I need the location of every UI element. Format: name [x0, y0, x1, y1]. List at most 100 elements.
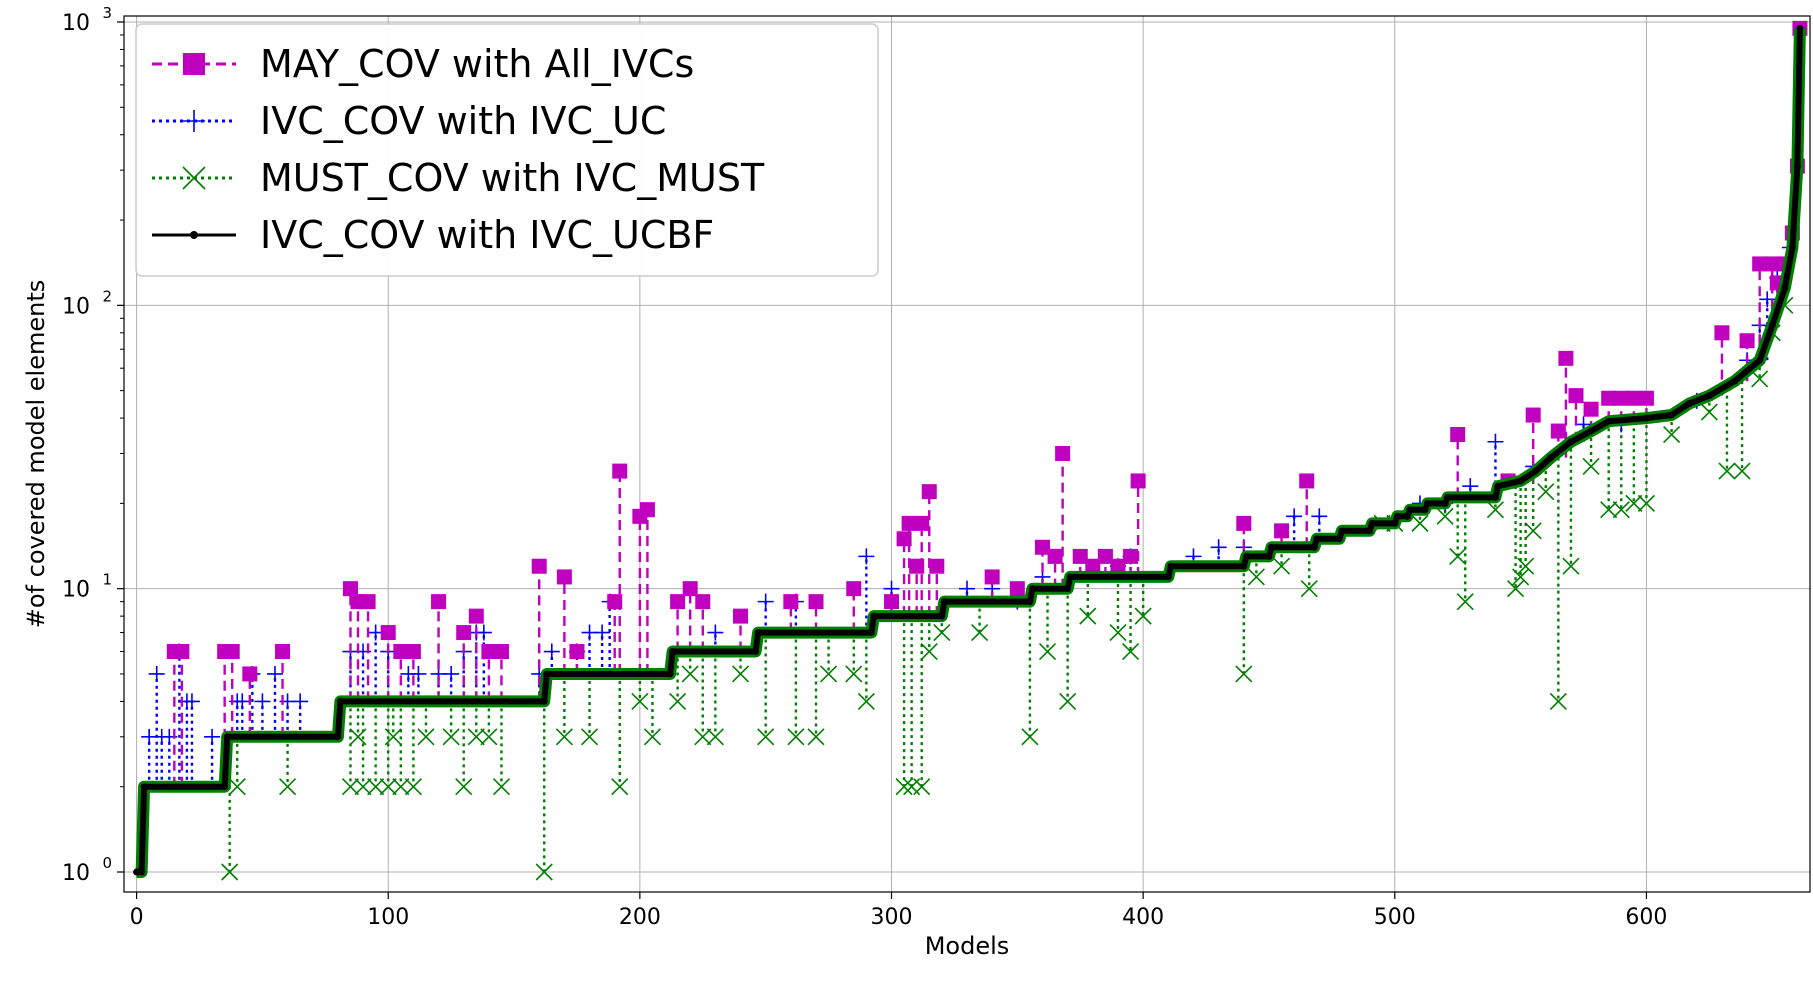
series-marker-square: [1047, 548, 1063, 564]
series-marker-x: [384, 728, 402, 746]
series-marker-x: [228, 778, 246, 796]
series-marker-square: [984, 569, 1000, 585]
series-marker-square: [607, 594, 623, 610]
series-marker-x: [467, 728, 485, 746]
series-marker-x: [1537, 483, 1555, 501]
series-marker-x: [643, 728, 662, 746]
legend-entry: MAY_COV with All_IVCs: [152, 42, 694, 86]
series-marker-dot: [752, 648, 760, 656]
series-marker-dot: [1026, 598, 1034, 606]
series-marker-square: [1601, 390, 1617, 406]
series-marker-dot: [1517, 477, 1525, 485]
series-marker-plus: [1210, 539, 1227, 556]
series-marker-dot: [1240, 562, 1248, 570]
series-marker-dot: [1391, 519, 1399, 527]
series-marker-dot: [1406, 506, 1414, 514]
series-marker-dot: [1781, 284, 1789, 292]
series-marker-dot: [540, 697, 548, 705]
series-marker-square: [1613, 390, 1629, 406]
series-marker-square: [1085, 558, 1101, 574]
series-marker-x: [1718, 462, 1736, 480]
series-marker-dot: [754, 629, 762, 637]
series-marker-x: [221, 863, 239, 881]
legend-label: MAY_COV with All_IVCs: [260, 42, 694, 86]
series-marker-square: [1638, 390, 1654, 406]
series-marker-plus: [1487, 433, 1504, 450]
series-marker-x: [611, 778, 629, 796]
y-tick-label: 10: [62, 11, 90, 36]
series-marker-plus: [183, 693, 200, 710]
series-marker-plus: [707, 624, 724, 641]
legend-box: [135, 23, 879, 277]
series-marker-x: [1612, 501, 1630, 519]
series-marker-square: [1034, 539, 1050, 555]
series-marker-x: [404, 778, 422, 796]
legend-label: MUST_COV with IVC_MUST: [260, 156, 765, 200]
series-marker-dot: [1731, 377, 1739, 385]
series-marker-x: [1663, 425, 1681, 444]
series-marker-square: [431, 594, 447, 610]
series-marker-square: [1072, 548, 1088, 564]
series-marker-dot: [867, 629, 875, 637]
series-marker-x: [845, 665, 863, 683]
series-marker-square: [493, 644, 509, 660]
series-marker-dot: [543, 670, 551, 678]
series-marker-square: [1055, 445, 1071, 461]
series-marker-square: [1568, 388, 1584, 404]
series-marker-dot: [1796, 24, 1804, 32]
series-marker-square: [275, 644, 291, 660]
series-marker-dot: [1028, 585, 1036, 593]
series-marker-dot: [140, 783, 148, 791]
series-marker-square: [1550, 423, 1566, 439]
series-marker-x: [1038, 642, 1057, 661]
x-tick-label: 300: [871, 905, 913, 930]
series-marker-dot: [1393, 512, 1401, 520]
series-marker-square: [808, 594, 824, 610]
series-marker-square: [1130, 473, 1146, 489]
series-marker-x: [341, 778, 360, 796]
y-tick-label: 10: [62, 294, 90, 319]
series-marker-square: [393, 644, 409, 660]
series-marker-square: [1299, 473, 1315, 489]
series-marker-plus: [183, 110, 205, 132]
series-marker-dot: [336, 697, 344, 705]
series-marker-x: [1300, 580, 1318, 598]
series-marker-x: [182, 166, 206, 190]
series-marker-dot: [1491, 493, 1499, 501]
series-marker-x: [933, 623, 951, 642]
series-marker-x: [1411, 514, 1429, 532]
series-marker-dot: [133, 868, 141, 876]
legend-label: IVC_COV with IVC_UC: [260, 99, 666, 143]
series-marker-x: [555, 728, 573, 746]
series-marker-x: [1625, 494, 1643, 512]
series-marker-square: [405, 644, 421, 660]
series-marker-dot: [1164, 573, 1172, 581]
series-marker-x: [1247, 568, 1265, 586]
x-tick-label: 100: [367, 905, 409, 930]
series-marker-plus: [594, 624, 611, 641]
series-marker-dot: [1547, 454, 1555, 462]
series-marker-plus: [204, 728, 221, 745]
series-marker-x: [669, 692, 687, 710]
series-marker-plus: [234, 693, 251, 710]
series-marker-x: [681, 665, 699, 683]
series-marker-dot: [1768, 321, 1776, 329]
series-marker-dot: [221, 783, 229, 791]
series-marker-x: [1079, 607, 1097, 625]
y-tick-exponent: 0: [102, 854, 112, 872]
series-marker-x: [1562, 557, 1580, 575]
series-marker-dot: [1567, 438, 1575, 446]
series-marker-plus: [757, 593, 774, 610]
series-marker-square: [342, 581, 358, 597]
series-marker-dot: [666, 670, 674, 678]
series-marker-x: [379, 778, 397, 796]
series-marker-dot: [1441, 499, 1449, 507]
series-marker-square: [846, 581, 862, 597]
series-marker-dot: [1267, 543, 1275, 551]
series-marker-x: [1456, 593, 1474, 611]
series-marker-square: [1764, 256, 1780, 272]
series-marker-x: [1524, 522, 1542, 540]
series-marker-square: [1236, 515, 1252, 531]
